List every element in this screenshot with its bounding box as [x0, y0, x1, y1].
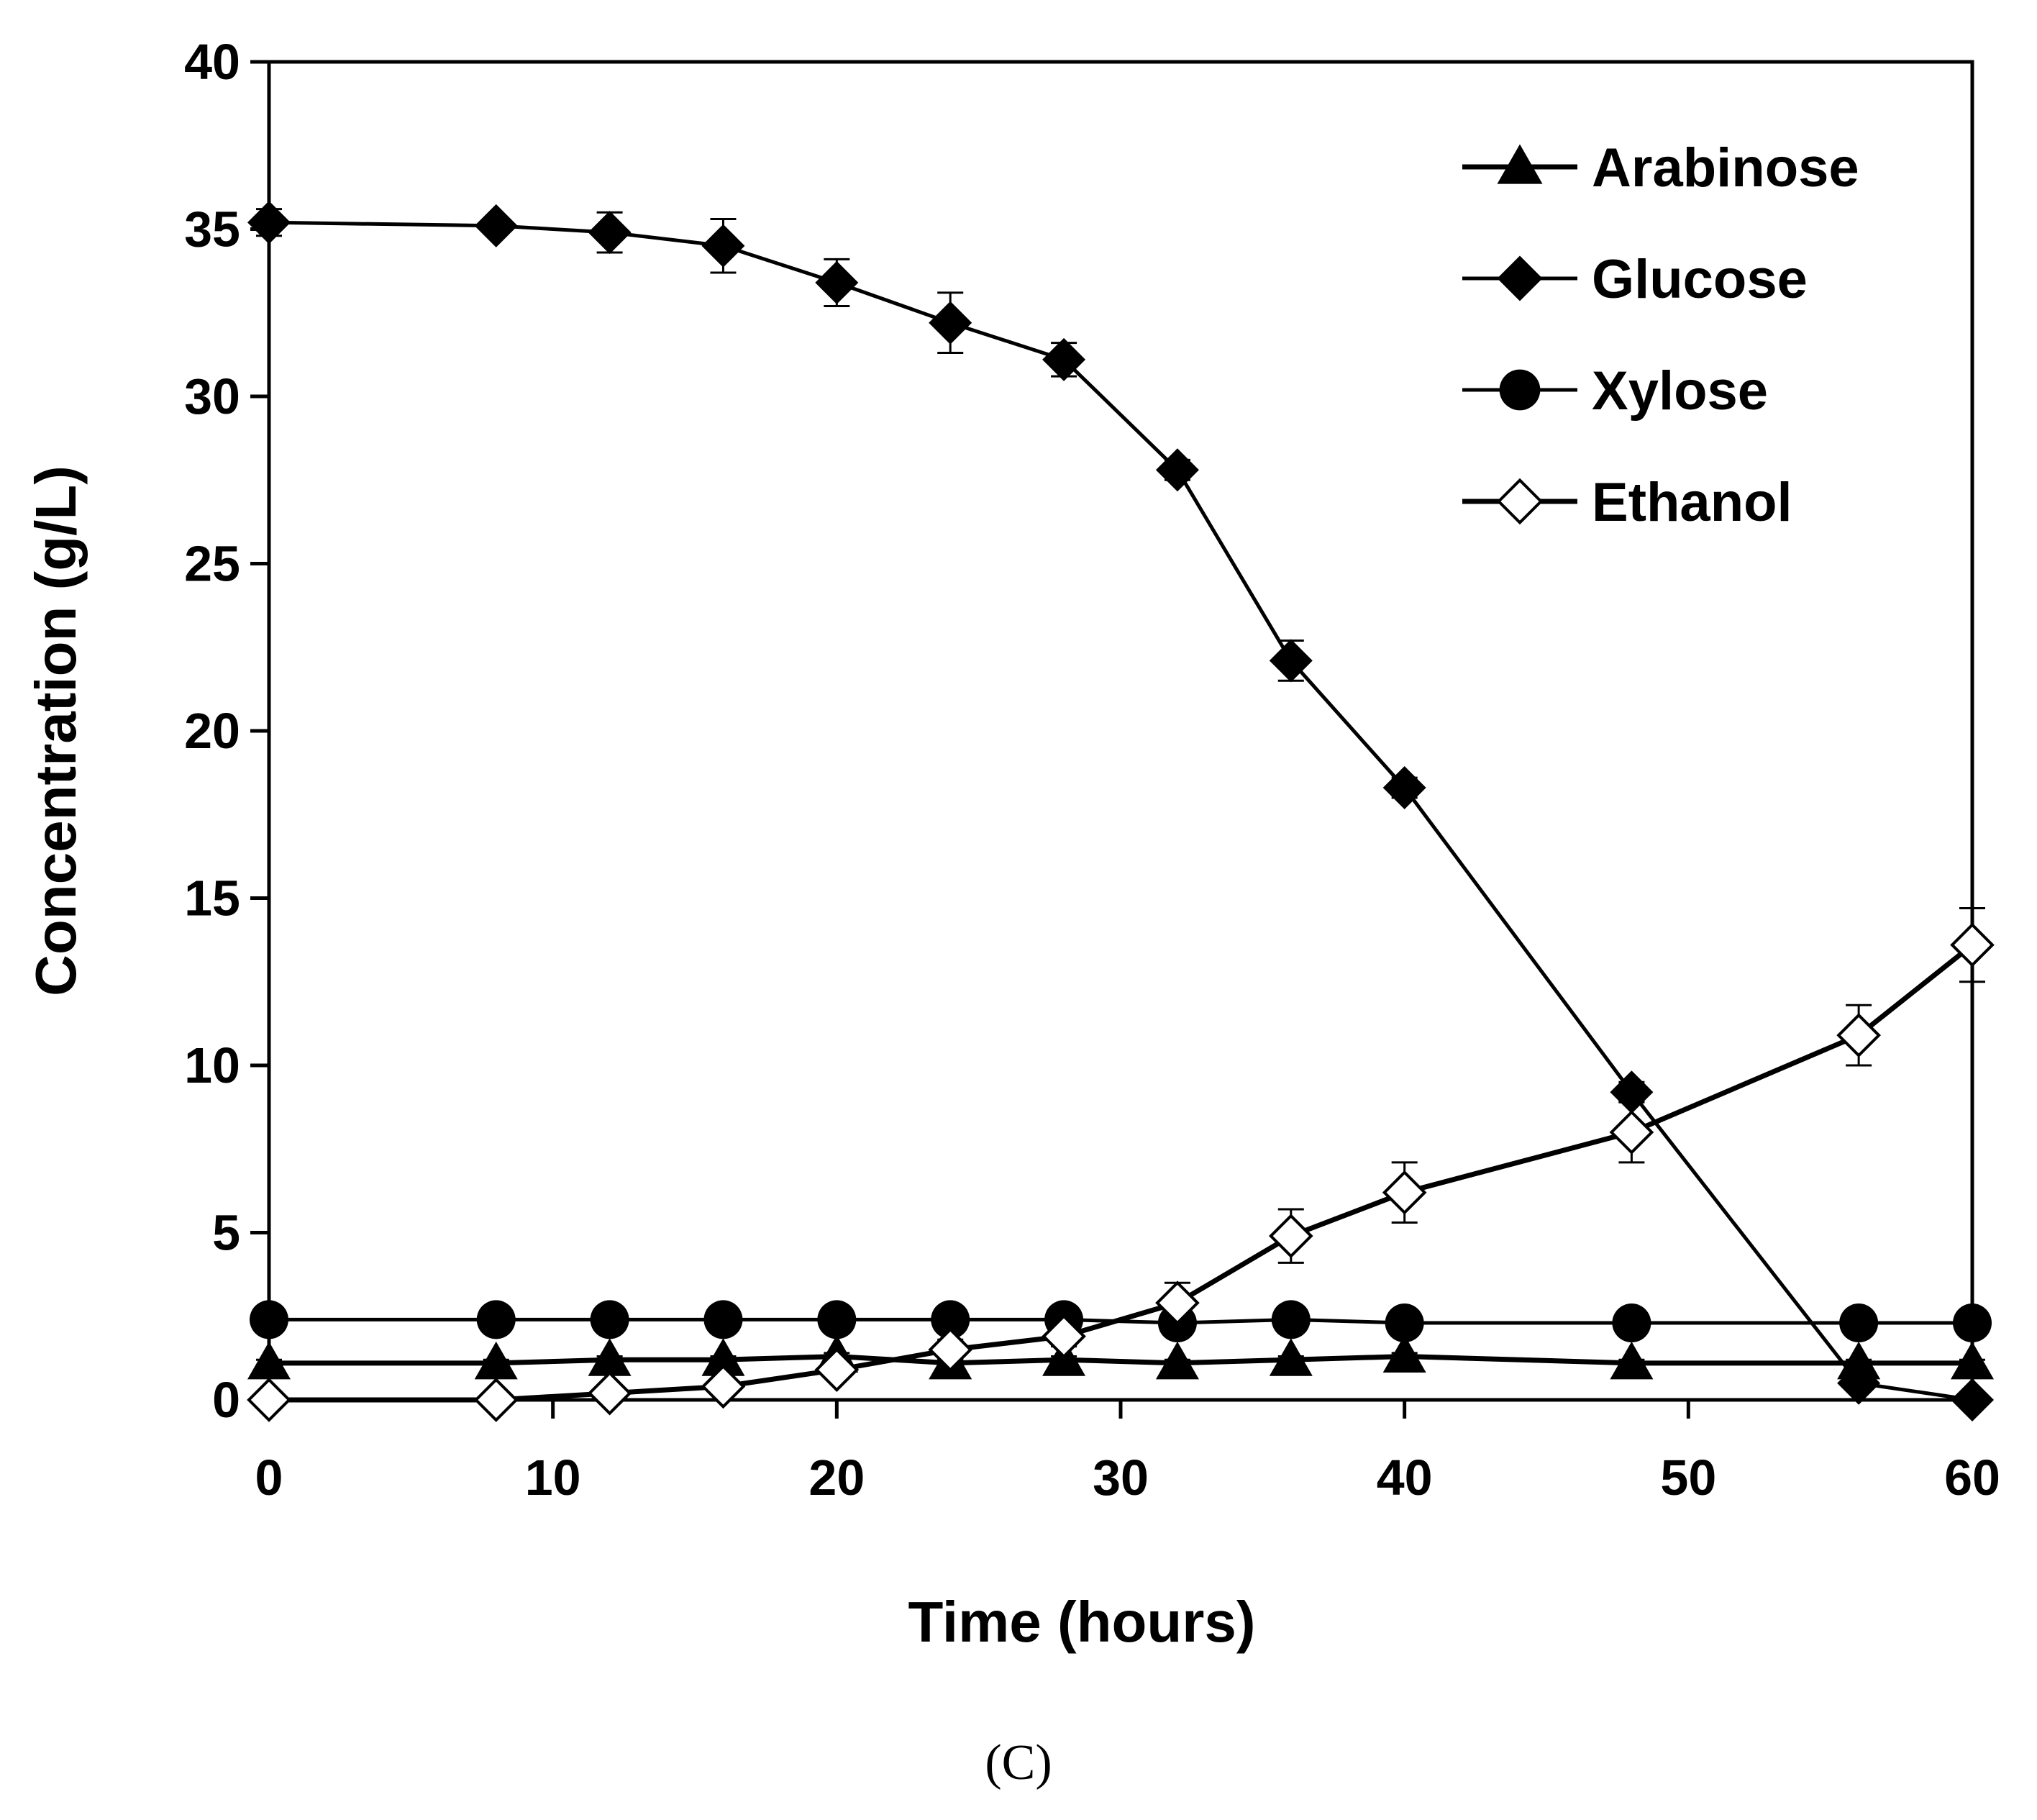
arabinose-point [588, 1338, 632, 1376]
glucose-point [1382, 766, 1426, 810]
legend-glucose-label: Glucose [1592, 249, 1808, 310]
series-markers [247, 201, 1995, 1422]
ethanol-point [587, 1370, 632, 1416]
glucose-point [701, 224, 745, 268]
arabinose-point [1382, 1334, 1426, 1373]
legend-arabinose-marker [1497, 144, 1543, 184]
glucose-point [1269, 639, 1313, 683]
panel-label: (C) [985, 1735, 1052, 1791]
legend-xylose-marker [1499, 369, 1541, 411]
y-tick-label: 15 [184, 870, 240, 927]
xylose-point [590, 1300, 629, 1339]
xylose-point [817, 1300, 857, 1339]
x-tick-label: 10 [525, 1450, 581, 1506]
legend-glucose-marker [1497, 255, 1543, 301]
xylose-point [1271, 1300, 1311, 1339]
ethanol-point [928, 1327, 973, 1373]
glucose-point [474, 204, 518, 247]
x-axis-title: Time (hours) [908, 1590, 1255, 1654]
x-tick-label: 30 [1093, 1450, 1149, 1506]
ethanol-point [247, 1378, 291, 1422]
ethanol-point [814, 1347, 860, 1392]
y-tick-label: 5 [212, 1205, 240, 1261]
xylose-point [476, 1300, 516, 1339]
plot-area [267, 60, 1974, 1402]
legend-ethanol-label: Ethanol [1592, 472, 1792, 533]
ethanol-point [1155, 1280, 1200, 1325]
y-tick-label: 40 [184, 34, 240, 90]
arabinose-point [701, 1338, 745, 1376]
arabinose-point [247, 1341, 291, 1380]
legend-ethanol-marker [1496, 478, 1544, 525]
y-tick-label: 0 [212, 1372, 240, 1428]
x-tick-label: 60 [1944, 1450, 2000, 1506]
arabinose-point [1951, 1341, 1994, 1380]
xylose-point [703, 1300, 743, 1339]
glucose-point [815, 260, 859, 304]
y-tick-label: 30 [184, 368, 240, 424]
xylose-point [1839, 1303, 1879, 1343]
arabinose-point [474, 1341, 518, 1380]
x-tick-label: 0 [255, 1450, 283, 1506]
x-tick-label: 40 [1377, 1450, 1433, 1506]
xylose-point [1385, 1303, 1424, 1343]
ethanol-point [1609, 1110, 1654, 1155]
xylose-point [931, 1300, 970, 1339]
arabinose-point [1610, 1341, 1654, 1380]
glucose-point [1951, 1378, 1994, 1421]
x-axis-ticks: 0 10 20 30 40 50 60 [255, 1400, 2000, 1506]
ethanol-point [1950, 922, 1995, 968]
ethanol-point [1382, 1170, 1427, 1215]
x-tick-label: 20 [808, 1450, 865, 1506]
arabinose-point [1837, 1341, 1881, 1380]
arabinose-point [1155, 1341, 1199, 1380]
xylose-point [1953, 1303, 1992, 1343]
legend-arabinose-label: Arabinose [1592, 137, 1859, 199]
y-axis-ticks: 0 5 10 15 20 25 30 35 40 [184, 34, 269, 1428]
x-tick-label: 50 [1660, 1450, 1716, 1506]
ethanol-point [701, 1364, 746, 1409]
legend: Arabinose Glucose Xylose Ethanol [1462, 137, 1859, 533]
y-axis-title: Concentration (g/L) [24, 465, 88, 996]
glucose-point [1610, 1070, 1654, 1114]
y-tick-label: 25 [184, 536, 240, 592]
y-tick-label: 35 [184, 201, 240, 258]
glucose-point [1042, 337, 1086, 381]
ethanol-point [1836, 1013, 1881, 1057]
ethanol-point [1268, 1214, 1313, 1258]
y-tick-label: 10 [184, 1037, 240, 1093]
ethanol-point [1042, 1314, 1086, 1359]
ethanol-point [473, 1378, 519, 1422]
glucose-point [1837, 1361, 1881, 1405]
arabinose-point [1269, 1338, 1313, 1376]
glucose-point [588, 211, 632, 255]
legend-xylose-label: Xylose [1592, 360, 1768, 422]
xylose-point [1612, 1303, 1651, 1343]
glucose-point [247, 201, 291, 245]
xylose-point [250, 1300, 288, 1339]
y-tick-label: 20 [184, 703, 240, 759]
glucose-point [929, 301, 972, 345]
glucose-point [1155, 448, 1199, 492]
